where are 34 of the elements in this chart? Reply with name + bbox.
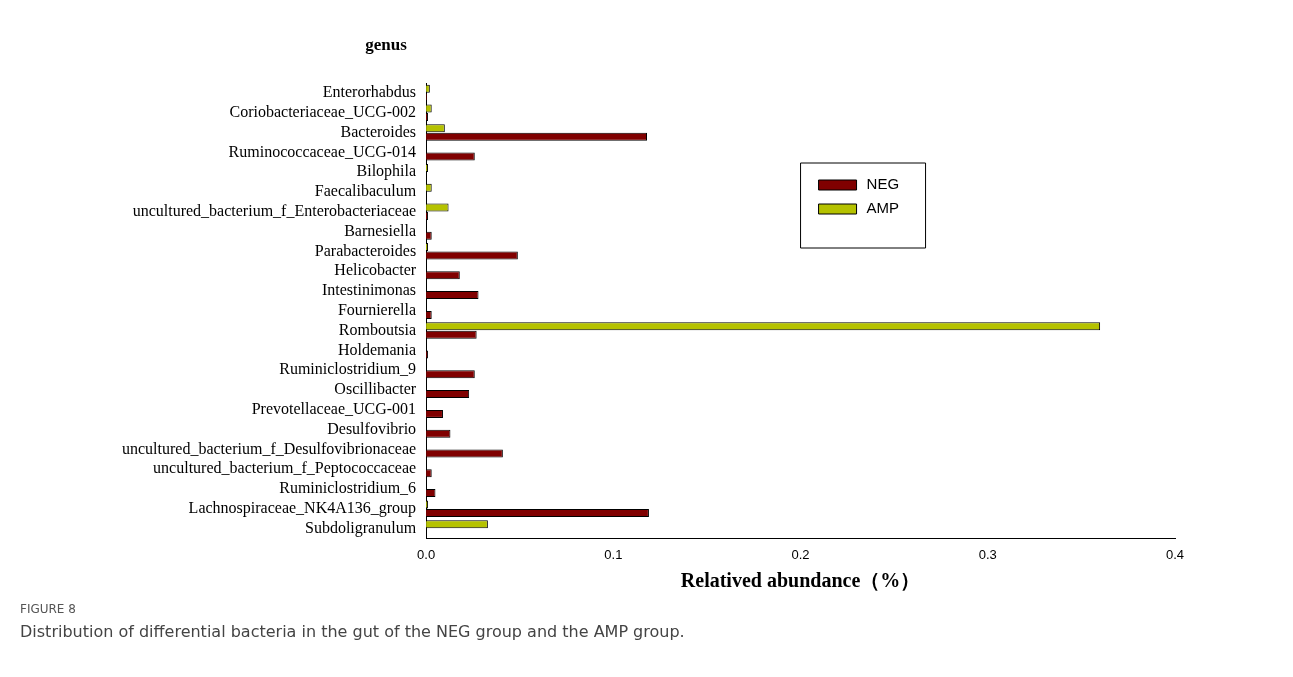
x-tick-label: 0.1 xyxy=(604,546,623,562)
chart-title: genus xyxy=(365,35,408,54)
y-tick-label: Ruminiclostridium_9 xyxy=(279,360,417,378)
caption: FIGURE 8 xyxy=(20,602,77,616)
legend-label: AMP xyxy=(866,199,900,217)
y-tick-label: uncultured_bacterium_f_Enterobacteriaceae xyxy=(132,201,417,219)
y-tick-label: uncultured_bacterium_f_Desulfovibrionaceae xyxy=(121,439,417,457)
x-tick-label: 0.2 xyxy=(791,546,810,562)
legend-label: NEG xyxy=(866,175,900,193)
y-tick-label: Fournierella xyxy=(337,300,417,318)
y-tick-label: Oscillibacter xyxy=(334,380,417,398)
y-tick-label: Lachnospiraceae_NK4A136_group xyxy=(188,498,417,517)
y-tick-label: Intestinimonas xyxy=(321,281,417,299)
y-tick-label: Bilophila xyxy=(356,162,417,181)
y-tick-label: Holdemania xyxy=(337,340,417,358)
y-tick-label: Romboutsia xyxy=(338,320,417,338)
x-axis-title: Relatived abundance（%） xyxy=(680,569,921,592)
y-tick-label: Barnesiella xyxy=(344,221,417,239)
y-tick-label: Parabacteroides xyxy=(314,241,417,259)
y-tick-label: Prevotellaceae_UCG-001 xyxy=(251,399,417,417)
y-tick-label: uncultured_bacterium_f_Peptococcaceae xyxy=(153,459,417,478)
y-tick-label: Coriobacteriaceae_UCG-002 xyxy=(229,102,417,120)
x-tick-label: 0.4 xyxy=(1165,546,1185,562)
text: Distribution of differential bacteria in the gut of the NEG group and the AMP group. xyxy=(20,622,686,641)
y-tick-label: Subdoligranulum xyxy=(304,518,417,537)
x-tick-label: 0.3 xyxy=(978,546,997,562)
y-tick-label: Enterorhabdus xyxy=(322,83,417,101)
y-tick-label: Bacteroides xyxy=(340,122,417,140)
y-tick-label: Helicobacter xyxy=(334,261,417,279)
y-tick-label: Ruminococcaceae_UCG-014 xyxy=(228,142,417,160)
x-tick-label: 0.0 xyxy=(417,546,436,562)
y-tick-label: Faecalibaculum xyxy=(314,182,417,200)
y-tick-label: Desulfovibrio xyxy=(327,419,417,437)
y-tick-label: Ruminiclostridium_6 xyxy=(279,479,417,497)
